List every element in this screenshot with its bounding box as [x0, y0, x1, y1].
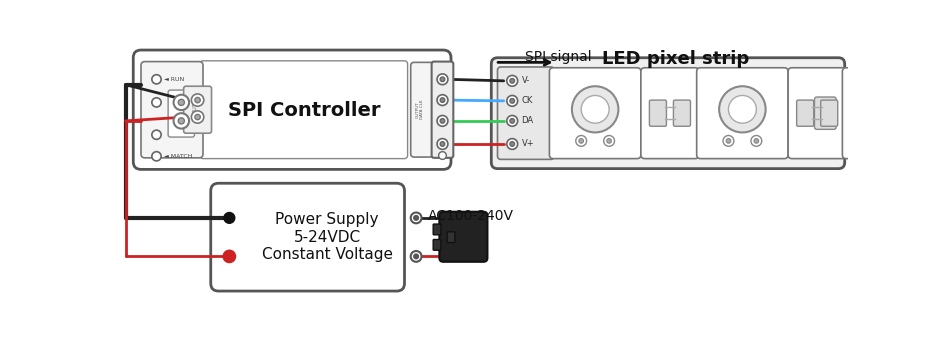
Circle shape [437, 74, 447, 85]
Circle shape [869, 136, 880, 146]
Circle shape [581, 96, 609, 123]
Circle shape [507, 75, 518, 86]
Circle shape [576, 136, 587, 146]
Text: V+: V+ [522, 139, 534, 149]
Circle shape [723, 136, 734, 146]
Circle shape [728, 96, 756, 123]
Circle shape [865, 86, 911, 133]
Circle shape [440, 98, 445, 102]
Circle shape [754, 139, 758, 143]
FancyBboxPatch shape [431, 62, 453, 158]
FancyBboxPatch shape [641, 68, 699, 158]
Text: Power Supply
5-24VDC
Constant Voltage: Power Supply 5-24VDC Constant Voltage [262, 212, 393, 262]
Circle shape [437, 95, 447, 105]
Circle shape [414, 216, 418, 220]
FancyBboxPatch shape [492, 58, 845, 169]
FancyBboxPatch shape [133, 50, 451, 169]
FancyBboxPatch shape [433, 224, 441, 235]
Text: OUTPUT
DATA CLK: OUTPUT DATA CLK [415, 100, 424, 119]
Circle shape [572, 86, 618, 133]
Circle shape [191, 94, 203, 106]
Circle shape [414, 254, 418, 259]
Circle shape [604, 136, 614, 146]
FancyBboxPatch shape [649, 100, 666, 126]
Circle shape [440, 119, 445, 123]
FancyBboxPatch shape [411, 62, 442, 157]
Circle shape [178, 118, 185, 124]
FancyBboxPatch shape [697, 68, 788, 158]
FancyBboxPatch shape [439, 212, 487, 262]
Circle shape [607, 139, 611, 143]
Text: SPI signal: SPI signal [525, 50, 592, 64]
Circle shape [440, 142, 445, 146]
Text: V-: V- [522, 76, 529, 85]
Circle shape [152, 75, 161, 84]
Circle shape [507, 96, 518, 106]
FancyBboxPatch shape [211, 183, 404, 291]
Circle shape [751, 136, 762, 146]
Text: CK: CK [522, 96, 533, 105]
Circle shape [195, 114, 201, 120]
Text: LED pixel strip: LED pixel strip [602, 50, 750, 68]
FancyBboxPatch shape [168, 90, 194, 137]
FancyBboxPatch shape [674, 100, 690, 126]
Circle shape [224, 212, 235, 223]
Circle shape [411, 251, 422, 262]
Text: ◄ MATCH: ◄ MATCH [164, 154, 193, 159]
Text: INPUT: INPUT [193, 102, 198, 117]
Circle shape [195, 97, 201, 103]
Circle shape [872, 139, 876, 143]
FancyBboxPatch shape [497, 67, 554, 159]
Text: SPI Controller: SPI Controller [228, 101, 380, 120]
Circle shape [510, 99, 514, 103]
Circle shape [223, 250, 236, 262]
Circle shape [507, 139, 518, 149]
FancyBboxPatch shape [433, 239, 441, 250]
FancyBboxPatch shape [184, 86, 212, 133]
FancyBboxPatch shape [549, 68, 641, 158]
Circle shape [439, 152, 447, 159]
Circle shape [173, 95, 189, 110]
FancyBboxPatch shape [141, 62, 203, 158]
Circle shape [178, 99, 185, 105]
Circle shape [510, 119, 514, 123]
Circle shape [191, 111, 203, 123]
Circle shape [437, 139, 447, 149]
FancyBboxPatch shape [788, 68, 846, 158]
Circle shape [152, 152, 161, 161]
Circle shape [173, 113, 189, 129]
FancyBboxPatch shape [842, 68, 934, 158]
Circle shape [874, 96, 902, 123]
Circle shape [440, 77, 445, 82]
FancyBboxPatch shape [447, 232, 455, 242]
FancyBboxPatch shape [797, 100, 814, 126]
Circle shape [510, 142, 514, 146]
Circle shape [510, 79, 514, 83]
Text: DA: DA [522, 116, 534, 125]
FancyBboxPatch shape [820, 100, 837, 126]
Circle shape [437, 116, 447, 126]
Circle shape [152, 98, 161, 107]
Text: AC100-240V: AC100-240V [428, 209, 513, 223]
Circle shape [719, 86, 766, 133]
Circle shape [900, 139, 904, 143]
Circle shape [579, 139, 583, 143]
Circle shape [507, 116, 518, 126]
Circle shape [726, 139, 731, 143]
Text: ◄ RUN: ◄ RUN [164, 77, 185, 82]
FancyBboxPatch shape [200, 61, 408, 158]
FancyBboxPatch shape [815, 97, 836, 129]
Circle shape [411, 212, 422, 223]
Circle shape [897, 136, 907, 146]
Circle shape [152, 130, 161, 139]
